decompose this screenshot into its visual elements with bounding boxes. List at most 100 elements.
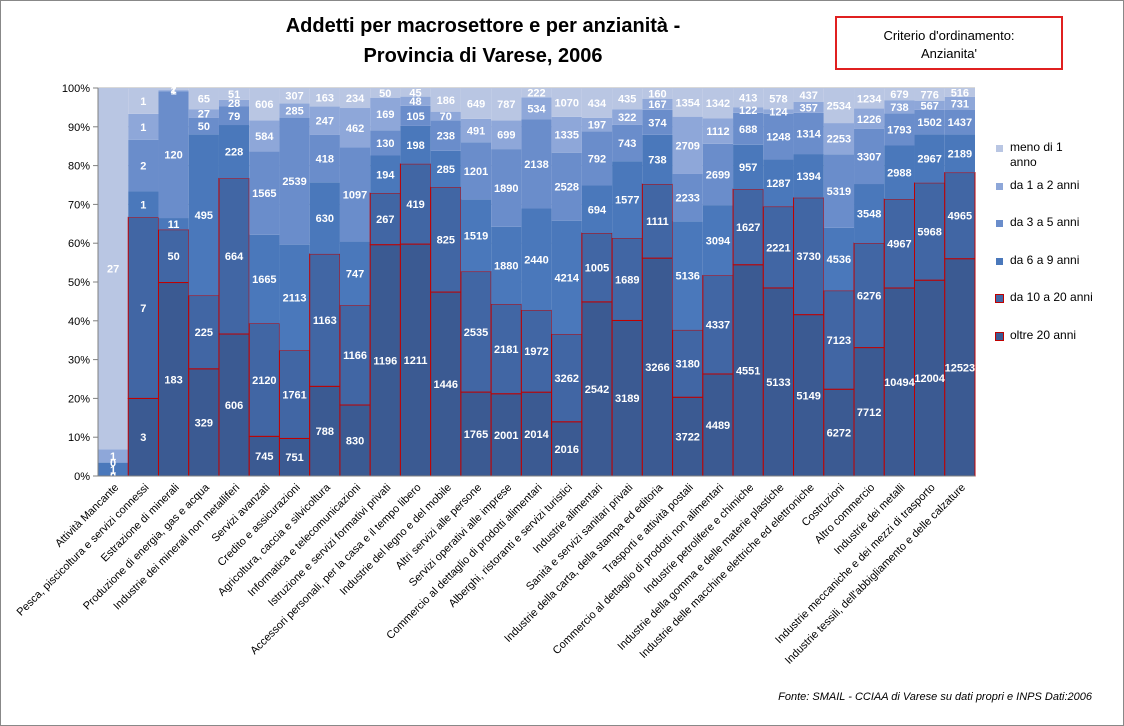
data-label: 413 bbox=[739, 93, 757, 105]
data-label: 3722 bbox=[675, 432, 699, 444]
legend-swatch bbox=[996, 220, 1003, 227]
data-label: 1761 bbox=[282, 389, 306, 401]
bar-segment bbox=[763, 88, 794, 110]
bar-segment bbox=[854, 128, 885, 185]
bar-segment bbox=[884, 100, 915, 114]
data-label: 1565 bbox=[252, 188, 276, 200]
bar-segment bbox=[521, 97, 552, 120]
bar-segment bbox=[158, 91, 189, 219]
bar-segment bbox=[793, 101, 824, 113]
data-label: 751 bbox=[285, 452, 303, 464]
bar-segment bbox=[672, 116, 703, 174]
bar-segment bbox=[854, 108, 885, 129]
bar-segment bbox=[884, 113, 915, 146]
data-label: 2440 bbox=[524, 254, 548, 266]
data-label: 2528 bbox=[554, 182, 578, 194]
data-label: 120 bbox=[164, 150, 182, 162]
data-label: 1097 bbox=[343, 189, 367, 201]
bar-segment bbox=[521, 88, 552, 98]
data-label: 2221 bbox=[766, 242, 790, 254]
bar-segment bbox=[733, 112, 764, 145]
y-tick-label: 100% bbox=[62, 83, 90, 95]
bar-segment bbox=[642, 98, 673, 110]
bar-segment bbox=[218, 333, 250, 477]
criterion-value: Anzianita' bbox=[921, 46, 977, 61]
y-tick-label: 50% bbox=[68, 277, 90, 289]
data-label: 743 bbox=[618, 138, 636, 150]
data-label: 198 bbox=[406, 140, 424, 152]
bar-segment bbox=[581, 117, 613, 132]
bar-segment bbox=[944, 88, 975, 97]
data-label: 1163 bbox=[313, 315, 337, 327]
bar-segment bbox=[793, 197, 825, 316]
bar-segment bbox=[128, 191, 159, 218]
data-label: 374 bbox=[648, 117, 667, 129]
bar-segment bbox=[460, 142, 492, 200]
bar-segment bbox=[369, 192, 401, 246]
bar-segment bbox=[430, 186, 462, 293]
data-label: 1335 bbox=[554, 130, 578, 142]
data-label: 2233 bbox=[675, 193, 699, 205]
data-label: 1166 bbox=[343, 350, 367, 362]
data-label: 2253 bbox=[827, 134, 851, 146]
data-label: 1446 bbox=[434, 379, 458, 391]
chart-title: Provincia di Varese, 2006 bbox=[363, 45, 602, 67]
bar-segment bbox=[520, 309, 553, 393]
bar-segment bbox=[400, 88, 431, 97]
data-label: 222 bbox=[527, 88, 545, 100]
bar-segment bbox=[490, 393, 522, 477]
bar-segment bbox=[642, 134, 673, 184]
data-label: 2534 bbox=[827, 101, 852, 113]
bar-segment bbox=[279, 244, 310, 351]
data-label: 167 bbox=[648, 99, 666, 111]
bar-segment bbox=[581, 185, 613, 234]
data-label: 2967 bbox=[917, 154, 941, 166]
bar-segment bbox=[279, 117, 310, 245]
y-tick-label: 20% bbox=[68, 393, 90, 405]
bar-segment bbox=[612, 88, 643, 110]
data-label: 1 bbox=[140, 96, 146, 108]
data-label: 1111 bbox=[646, 216, 669, 228]
data-label: 3307 bbox=[857, 151, 881, 163]
bar-segment bbox=[944, 172, 976, 260]
bar-segment bbox=[430, 88, 461, 112]
data-label: 419 bbox=[406, 199, 424, 211]
data-label: 434 bbox=[588, 98, 607, 110]
bar-segment bbox=[218, 88, 250, 100]
data-label: 48 bbox=[409, 96, 421, 108]
data-label: 234 bbox=[346, 93, 365, 105]
y-tick-label: 10% bbox=[68, 432, 90, 444]
bar-segment bbox=[641, 257, 674, 477]
source-note: Fonte: SMAIL - CCIAA di Varese su dati p… bbox=[778, 691, 1093, 703]
data-label: 2113 bbox=[283, 292, 307, 304]
bar-segment bbox=[854, 88, 885, 109]
legend-label: da 10 a 20 anni bbox=[1010, 290, 1093, 304]
data-label: 694 bbox=[588, 204, 607, 216]
data-label: 664 bbox=[225, 251, 244, 263]
bar-segment bbox=[853, 347, 885, 477]
data-label: 1070 bbox=[554, 97, 578, 109]
bar-segment bbox=[339, 147, 371, 242]
data-label: 12523 bbox=[945, 362, 976, 374]
data-label: 699 bbox=[497, 130, 515, 142]
data-label: 1793 bbox=[887, 124, 911, 136]
data-label: 630 bbox=[316, 213, 334, 225]
data-label: 65 bbox=[198, 94, 210, 106]
bar-segment bbox=[370, 97, 401, 131]
data-label: 1394 bbox=[796, 171, 821, 183]
bar-segment bbox=[460, 199, 492, 272]
bar-segment bbox=[491, 88, 522, 121]
data-label: 1 bbox=[171, 86, 177, 98]
bar-segment bbox=[672, 173, 703, 222]
y-tick-label: 30% bbox=[68, 355, 90, 367]
data-label: 27 bbox=[107, 264, 119, 276]
bar-segment bbox=[370, 155, 401, 194]
bar-segment bbox=[128, 113, 159, 140]
bar-segment bbox=[762, 287, 795, 477]
bar-segment bbox=[551, 116, 582, 153]
bar-segment bbox=[400, 96, 431, 106]
bar-segment bbox=[914, 279, 946, 477]
bar-segment bbox=[521, 208, 552, 311]
bar-segment bbox=[370, 130, 401, 156]
bar-segment bbox=[370, 88, 401, 98]
